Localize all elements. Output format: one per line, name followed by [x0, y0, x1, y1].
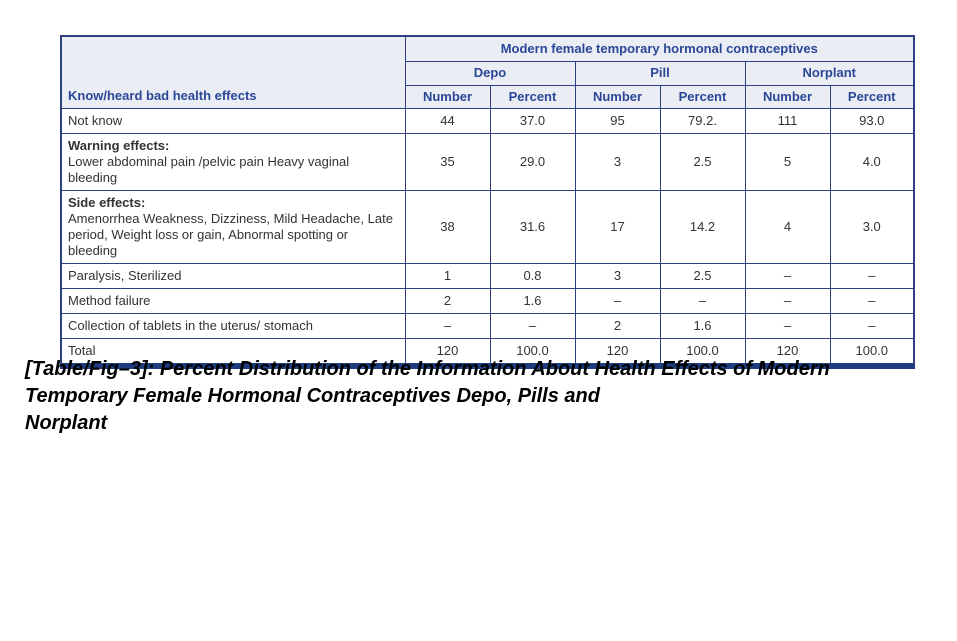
column-header-norplant-percent: Percent — [829, 84, 915, 109]
cell-value: 3 — [574, 262, 661, 289]
row-label-text: Collection of tablets in the uterus/ sto… — [68, 317, 313, 333]
cell-value: 0.8 — [489, 262, 576, 289]
cell-value: – — [829, 262, 915, 289]
row-label-text: Amenorrhea Weakness, Dizziness, Mild Hea… — [68, 210, 393, 258]
cell-value: 1 — [404, 262, 491, 289]
health-effects-table: Know/heard bad health effects Modern fem… — [60, 35, 916, 369]
cell-value: 120 — [744, 337, 831, 366]
table-group-title: Modern female temporary hormonal contrac… — [404, 35, 915, 62]
header-row-methods: Depo Pill Norplant — [61, 60, 915, 86]
row-label: Side effects: Amenorrhea Weakness, Dizzi… — [60, 189, 406, 264]
cell-value: 100.0 — [489, 337, 576, 366]
column-header-depo-number: Number — [404, 84, 491, 109]
cell-value: 4.0 — [829, 132, 915, 191]
table-row: Not know 44 37.0 95 79.2. 111 93.0 — [60, 107, 915, 134]
table-row: Side effects: Amenorrhea Weakness, Dizzi… — [60, 189, 915, 264]
cell-value: 111 — [744, 107, 831, 134]
row-label-text: Not know — [68, 112, 123, 128]
column-group-pill: Pill — [574, 60, 746, 86]
cell-value: 37.0 — [489, 107, 576, 134]
caption-line-2: Temporary Female Hormonal Contraceptives… — [25, 385, 600, 407]
column-header-pill-number: Number — [574, 84, 661, 109]
cell-value: – — [829, 287, 915, 314]
row-label: Method failure — [60, 287, 406, 314]
cell-value: 1.6 — [659, 312, 746, 339]
caption-line-3: Norplant — [25, 412, 108, 434]
cell-value: 100.0 — [829, 337, 915, 366]
column-group-norplant: Norplant — [744, 60, 915, 86]
row-label: Warning effects: Lower abdominal pain /p… — [60, 132, 406, 191]
cell-value: 38 — [404, 189, 491, 264]
cell-value: 120 — [574, 337, 661, 366]
cell-value: 17 — [574, 189, 661, 264]
row-label: Paralysis, Sterilized — [60, 262, 406, 289]
cell-value: – — [659, 287, 746, 314]
cell-value: 1.6 — [489, 287, 576, 314]
row-label-text: Method failure — [68, 292, 151, 308]
column-header-norplant-number: Number — [744, 84, 831, 109]
row-label-bold: Warning effects: — [68, 137, 170, 153]
cell-value: – — [489, 312, 576, 339]
column-header-depo-percent: Percent — [489, 84, 576, 109]
figure-caption: [Table/Fig–3]: Percent Distribution of t… — [25, 356, 920, 437]
cell-value: – — [574, 287, 661, 314]
cell-value: 29.0 — [489, 132, 576, 191]
cell-value: 3.0 — [829, 189, 915, 264]
cell-value: 2.5 — [659, 262, 746, 289]
cell-value: – — [744, 312, 831, 339]
cell-value: 2.5 — [659, 132, 746, 191]
cell-value: 3 — [574, 132, 661, 191]
row-label: Total — [60, 337, 406, 366]
column-group-depo: Depo — [404, 60, 576, 86]
caption-line-1: [Table/Fig–3]: Percent Distribution of t… — [25, 358, 830, 380]
row-label-bold: Side effects: — [68, 194, 146, 210]
table-row: Warning effects: Lower abdominal pain /p… — [60, 132, 915, 191]
column-header-row-labels: Know/heard bad health effects — [60, 35, 406, 109]
cell-value: 120 — [404, 337, 491, 366]
row-label-text: Paralysis, Sterilized — [68, 267, 182, 283]
table-row: Collection of tablets in the uterus/ sto… — [60, 312, 915, 339]
table-row-total: Total 120 100.0 120 100.0 120 100.0 — [60, 337, 915, 366]
row-label: Not know — [60, 107, 406, 134]
cell-value: 44 — [404, 107, 491, 134]
cell-value: 79.2. — [659, 107, 746, 134]
row-label-text: Total — [68, 342, 96, 358]
table-row: Method failure 2 1.6 – – – – — [60, 287, 915, 314]
cell-value: 31.6 — [489, 189, 576, 264]
column-header-pill-percent: Percent — [659, 84, 746, 109]
cell-value: – — [744, 287, 831, 314]
cell-value: 95 — [574, 107, 661, 134]
cell-value: 2 — [574, 312, 661, 339]
cell-value: 14.2 — [659, 189, 746, 264]
cell-value: – — [829, 312, 915, 339]
cell-value: 100.0 — [659, 337, 746, 366]
row-label-text: Lower abdominal pain /pelvic pain Heavy … — [68, 153, 350, 185]
header-row-group-title: Know/heard bad health effects Modern fem… — [60, 35, 915, 109]
cell-value: 4 — [744, 189, 831, 264]
cell-value: – — [744, 262, 831, 289]
cell-value: – — [404, 312, 491, 339]
cell-value: 93.0 — [829, 107, 915, 134]
row-label: Collection of tablets in the uterus/ sto… — [60, 312, 406, 339]
cell-value: 35 — [404, 132, 491, 191]
cell-value: 2 — [404, 287, 491, 314]
table-row: Paralysis, Sterilized 1 0.8 3 2.5 – – — [60, 262, 915, 289]
cell-value: 5 — [744, 132, 831, 191]
